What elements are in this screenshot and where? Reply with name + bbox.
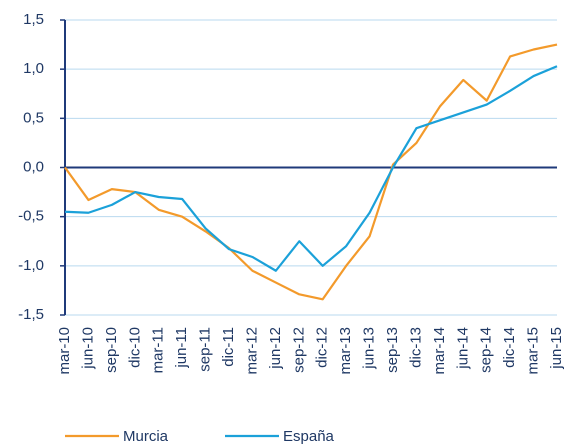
x-tick-label: jun-12 <box>267 327 284 370</box>
y-tick-label: -1,5 <box>18 306 44 323</box>
x-tick-label: mar-12 <box>243 327 260 375</box>
x-tick-label: sep-14 <box>478 327 495 373</box>
series-line <box>64 65 558 272</box>
x-tick-label: mar-10 <box>56 327 73 375</box>
series-line <box>64 43 558 301</box>
x-tick-label: sep-11 <box>197 327 214 372</box>
y-tick-label: 0,0 <box>23 158 44 175</box>
x-tick-label: jun-14 <box>454 327 471 370</box>
x-tick-label: dic-10 <box>126 327 143 368</box>
y-tick-label: 0,5 <box>23 109 44 126</box>
x-tick-label: dic-11 <box>220 327 237 367</box>
x-tick-label: mar-13 <box>337 327 354 375</box>
x-tick-label: jun-15 <box>548 327 565 370</box>
x-tick-label: sep-10 <box>103 327 120 373</box>
y-tick-label: 1,5 <box>23 11 44 28</box>
y-tick-label: 1,0 <box>23 60 44 77</box>
x-tick-label: jun-13 <box>361 327 378 370</box>
x-tick-label: mar-14 <box>431 327 448 375</box>
legend-label: Murcia <box>123 428 169 445</box>
x-tick-label: dic-12 <box>314 327 331 368</box>
x-tick-label: sep-13 <box>384 327 401 373</box>
x-tick-label: mar-11 <box>150 327 167 373</box>
x-tick-label: dic-14 <box>501 327 518 368</box>
legend-label: España <box>283 428 335 445</box>
x-tick-label: sep-12 <box>290 327 307 373</box>
y-tick-label: -0,5 <box>18 208 44 225</box>
x-tick-label: jun-10 <box>79 327 96 370</box>
x-tick-label: jun-11 <box>173 327 190 369</box>
y-tick-label: -1,0 <box>18 257 44 274</box>
x-tick-label: dic-13 <box>407 327 424 368</box>
x-tick-label: mar-15 <box>525 327 542 375</box>
